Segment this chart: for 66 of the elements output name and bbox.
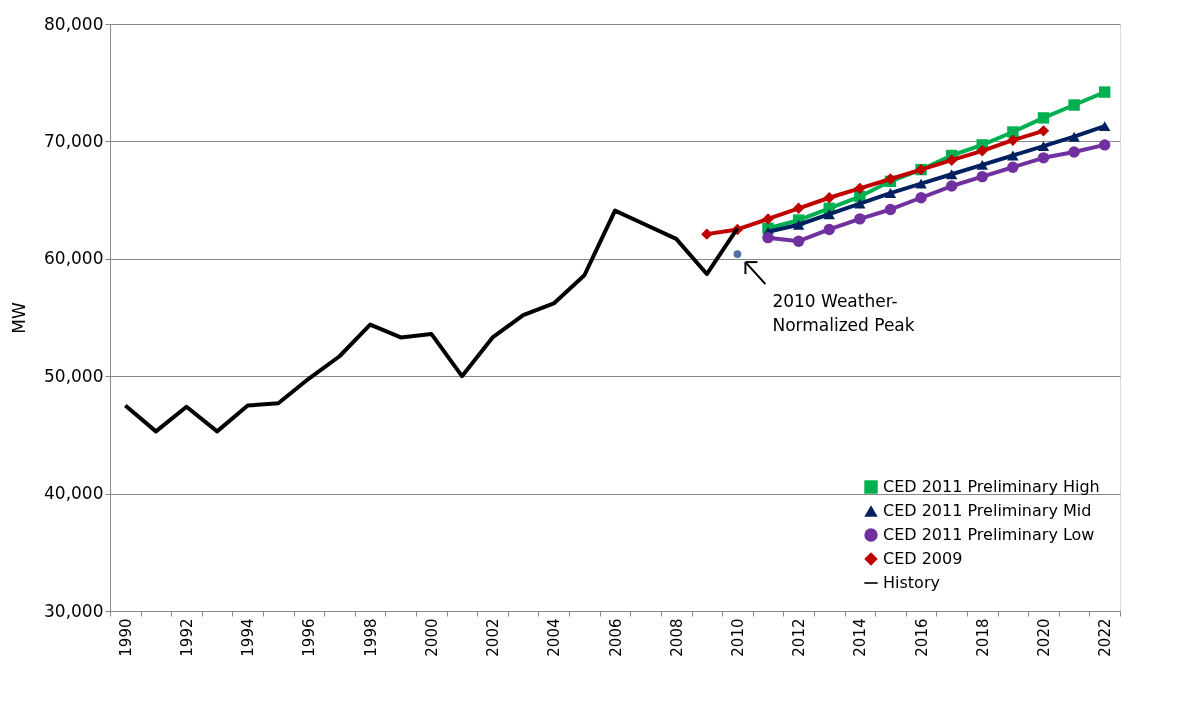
point	[823, 192, 835, 204]
x-tick-label: 1998	[361, 618, 380, 657]
legend-label: CED 2011 Preliminary Low	[883, 525, 1095, 544]
point	[1099, 86, 1111, 98]
point	[792, 219, 805, 230]
point	[1037, 112, 1050, 124]
x-tick-label: 2000	[422, 618, 441, 657]
point	[1068, 131, 1080, 142]
point	[945, 154, 958, 166]
point	[854, 198, 866, 209]
point	[823, 223, 835, 236]
point	[976, 170, 988, 183]
point	[854, 182, 866, 195]
point	[1007, 150, 1019, 161]
y-tick-label: 50,000	[44, 365, 104, 386]
x-tick-label: 2018	[973, 618, 992, 657]
legend-label: CED 2011 Preliminary High	[883, 477, 1100, 496]
x-tick-label: 2008	[667, 618, 686, 657]
x-tick-label: 2004	[545, 618, 564, 657]
point	[1099, 139, 1111, 151]
y-tick-label: 40,000	[44, 483, 104, 504]
x-tick-label: 1994	[239, 618, 258, 657]
annotation: 2010 Weather- Normalized Peak	[772, 291, 915, 336]
x-tick-label: 2016	[912, 618, 931, 657]
point	[1037, 152, 1050, 164]
point	[823, 209, 835, 220]
point	[915, 192, 927, 204]
point	[1007, 134, 1019, 146]
point	[976, 159, 988, 170]
x-tick-label: 2014	[851, 618, 870, 657]
point	[1007, 161, 1019, 173]
x-tick-label: 2006	[606, 618, 625, 657]
point	[884, 188, 897, 198]
legend-label: CED 2011 Preliminary Mid	[883, 501, 1092, 520]
y-tick-label: 60,000	[44, 248, 104, 269]
point	[1068, 99, 1080, 111]
point	[1037, 125, 1050, 137]
point	[762, 213, 774, 225]
x-tick-label: 2012	[790, 618, 809, 657]
x-tick-label: 1990	[116, 618, 135, 657]
point	[854, 213, 866, 225]
y-axis-title: MW	[9, 302, 30, 334]
point	[1099, 121, 1111, 132]
point	[762, 231, 774, 244]
y-tick-label: 30,000	[44, 600, 104, 621]
legend-label: History	[883, 573, 940, 592]
point	[733, 250, 742, 258]
point	[884, 203, 897, 216]
y-tick-label: 80,000	[44, 13, 104, 34]
x-tick-label: 2022	[1096, 618, 1115, 657]
point	[792, 202, 805, 215]
x-tick-label: 2002	[484, 618, 503, 657]
point	[945, 169, 958, 180]
y-tick-label: 70,000	[44, 130, 104, 151]
x-tick-label: 2010	[728, 618, 747, 657]
point	[915, 178, 927, 189]
x-tick-label: 1992	[178, 618, 197, 657]
x-tick-label: 1996	[300, 618, 319, 657]
x-tick-label: 2020	[1034, 618, 1053, 657]
point	[976, 145, 988, 157]
point	[701, 228, 713, 240]
point	[1037, 141, 1050, 152]
point	[945, 180, 958, 192]
legend-label: CED 2009	[883, 549, 963, 568]
point	[1068, 146, 1080, 158]
point	[792, 235, 805, 247]
